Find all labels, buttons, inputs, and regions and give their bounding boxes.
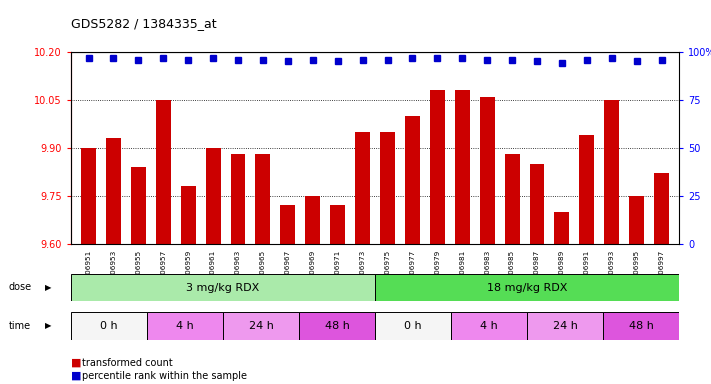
Text: GDS5282 / 1384335_at: GDS5282 / 1384335_at bbox=[71, 17, 217, 30]
Text: 3 mg/kg RDX: 3 mg/kg RDX bbox=[186, 283, 260, 293]
Text: 48 h: 48 h bbox=[325, 321, 350, 331]
Bar bbox=[505, 154, 520, 384]
Bar bbox=[147, 312, 223, 340]
Bar bbox=[205, 148, 220, 384]
Text: 18 mg/kg RDX: 18 mg/kg RDX bbox=[487, 283, 567, 293]
Text: ■: ■ bbox=[71, 371, 82, 381]
Bar bbox=[106, 138, 121, 384]
Bar bbox=[299, 312, 375, 340]
Bar bbox=[230, 154, 245, 384]
Bar bbox=[555, 212, 570, 384]
Text: 0 h: 0 h bbox=[405, 321, 422, 331]
Bar bbox=[603, 312, 679, 340]
Bar bbox=[455, 90, 470, 384]
Text: ▶: ▶ bbox=[45, 321, 52, 330]
Bar bbox=[380, 132, 395, 384]
Text: transformed count: transformed count bbox=[82, 358, 173, 368]
Bar bbox=[355, 132, 370, 384]
Text: 24 h: 24 h bbox=[249, 321, 274, 331]
Bar bbox=[579, 135, 594, 384]
Bar bbox=[280, 205, 295, 384]
Bar bbox=[405, 116, 420, 384]
Bar bbox=[629, 196, 644, 384]
Text: percentile rank within the sample: percentile rank within the sample bbox=[82, 371, 247, 381]
Bar bbox=[181, 186, 196, 384]
Bar bbox=[131, 167, 146, 384]
Text: ■: ■ bbox=[71, 358, 82, 368]
Text: 0 h: 0 h bbox=[100, 321, 118, 331]
Bar bbox=[330, 205, 345, 384]
Bar bbox=[223, 312, 299, 340]
Bar bbox=[375, 274, 679, 301]
Bar bbox=[71, 274, 375, 301]
Text: 4 h: 4 h bbox=[480, 321, 498, 331]
Bar bbox=[530, 164, 545, 384]
Bar bbox=[81, 148, 96, 384]
Bar bbox=[604, 100, 619, 384]
Bar bbox=[156, 100, 171, 384]
Text: 24 h: 24 h bbox=[552, 321, 577, 331]
Bar bbox=[305, 196, 320, 384]
Bar bbox=[255, 154, 270, 384]
Bar bbox=[375, 312, 451, 340]
Bar bbox=[430, 90, 445, 384]
Text: 48 h: 48 h bbox=[629, 321, 653, 331]
Bar bbox=[527, 312, 603, 340]
Text: ▶: ▶ bbox=[45, 283, 52, 292]
Bar bbox=[480, 97, 495, 384]
Text: time: time bbox=[9, 321, 31, 331]
Bar bbox=[654, 174, 669, 384]
Text: dose: dose bbox=[9, 282, 32, 292]
Text: 4 h: 4 h bbox=[176, 321, 194, 331]
Bar bbox=[71, 312, 147, 340]
Bar bbox=[451, 312, 527, 340]
